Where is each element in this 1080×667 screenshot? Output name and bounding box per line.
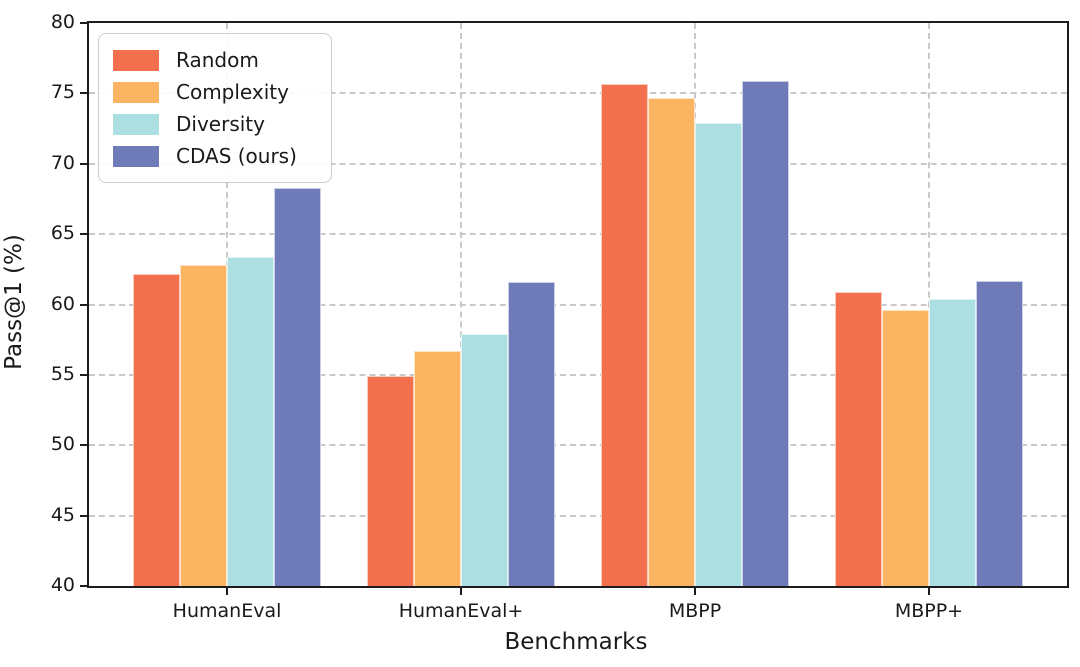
y-tick-label-80: 80 [50,11,75,33]
gridline-y-65 [89,233,1067,236]
bar-MBPP-Random [601,83,649,586]
y-tick-label-45: 45 [50,503,75,526]
x-tick-mark-HumanEval [226,586,229,595]
legend-item-Complexity: Complexity [113,77,317,107]
bar-MBPP+-CDAS (ours) [975,280,1023,586]
bar-MBPP-CDAS (ours) [741,80,789,586]
legend-label: Random [176,48,259,72]
y-tick-label-50: 50 [50,433,75,456]
x-tick-mark-MBPP [693,586,696,595]
y-axis-label: Pass@1 (%) [1,234,27,370]
legend-swatch-icon [113,49,159,71]
gridline-y-60 [89,303,1067,306]
y-tick-label-40: 40 [50,574,75,596]
x-tick-mark-MBPP+ [927,586,930,595]
y-tick-label-60: 60 [50,292,75,315]
legend-label: Complexity [176,80,289,104]
y-tick-mark-75 [80,92,89,95]
x-tick-label-HumanEval+: HumanEval+ [398,600,524,622]
bar-MBPP-Diversity [694,122,742,586]
legend-swatch-icon [113,81,159,103]
bar-HumanEval-CDAS (ours) [273,187,321,586]
y-tick-mark-80 [80,22,89,24]
y-tick-mark-50 [80,444,89,447]
gridline-y-45 [89,514,1067,517]
plot-area: 40 45 50 55 60 65 70 75 80 HumanEval HumanEval+ MB… [51,13,1069,622]
x-axis-label: Benchmarks [504,629,648,655]
bar-HumanEval+-CDAS (ours) [507,281,555,586]
bar-MBPP+-Random [835,291,883,586]
gridline-y-75 [89,92,1067,95]
y-tick-mark-70 [80,162,89,165]
y-tick-mark-60 [80,303,89,306]
y-tick-label-70: 70 [50,151,75,174]
y-tick-mark-55 [80,373,89,376]
bar-MBPP+-Complexity [882,310,929,586]
y-tick-label-65: 65 [50,222,75,245]
y-tick-mark-65 [80,233,89,236]
x-tick-label-MBPP: MBPP [668,600,722,622]
legend-swatch-icon [113,113,159,135]
legend-label: Diversity [176,112,265,136]
bar-HumanEval+-Complexity [414,350,461,586]
y-tick-label-75: 75 [50,81,75,104]
legend-item-Random: Random [113,45,317,75]
bar-HumanEval-Complexity [180,265,228,586]
legend-swatch-icon [113,145,159,167]
x-tick-label-MBPP+: MBPP+ [894,600,964,622]
gridline-y-55 [89,373,1067,376]
legend: Random Complexity Diversity CDAS (ours) [98,33,332,183]
bar-HumanEval+-Diversity [461,334,508,586]
gridline-x-HumanEval+ [460,23,462,586]
bar-MBPP-Complexity [648,97,695,586]
legend-label: CDAS (ours) [176,144,297,168]
bar-HumanEval+-Random [367,376,415,586]
bar-HumanEval-Random [133,273,181,586]
gridline-y-50 [89,444,1067,447]
x-tick-mark-HumanEval+ [460,586,462,595]
legend-item-CDAS (ours): CDAS (ours) [113,141,317,171]
gridline-y-70 [89,162,1067,165]
y-tick-mark-40 [80,585,89,587]
x-tick-label-HumanEval: HumanEval [172,600,282,622]
legend-item-Diversity: Diversity [113,109,317,139]
bar-HumanEval-Diversity [227,256,274,586]
y-tick-label-55: 55 [50,362,75,385]
y-tick-mark-45 [80,514,89,517]
bar-MBPP+-Diversity [928,298,976,586]
